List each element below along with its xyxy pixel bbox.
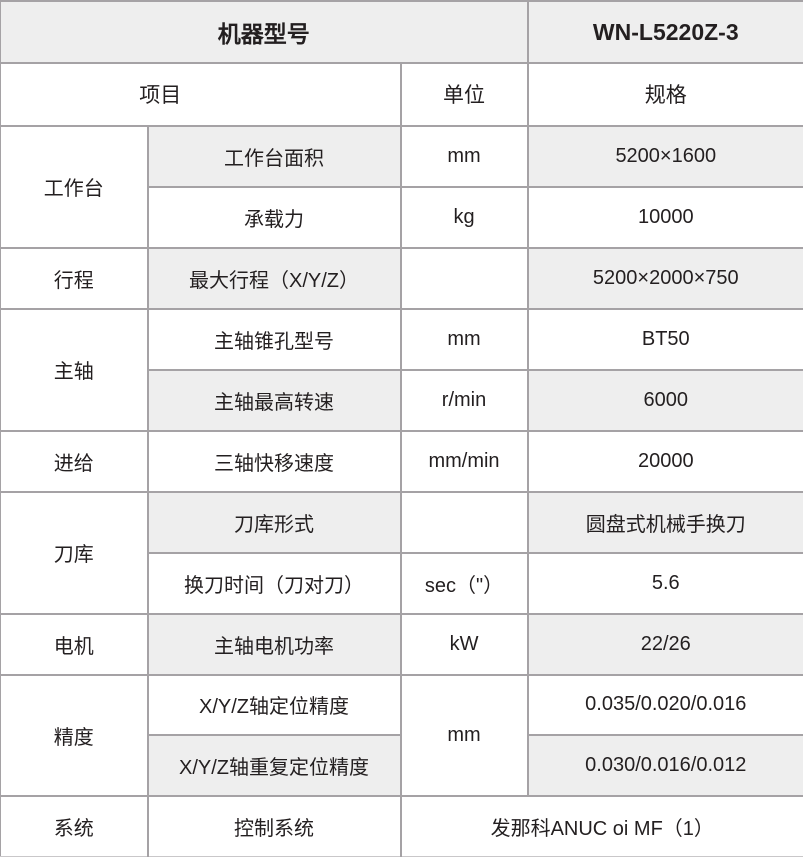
table-row: 项目 单位 规格 [0,62,803,127]
table-row: 行程 最大行程（X/Y/Z） 5200×2000×750 [0,246,803,310]
model-value: WN-L5220Z-3 [526,0,803,64]
unit-cell: kg [399,185,529,249]
column-header-unit: 单位 [399,62,529,127]
item-cell: 主轴电机功率 [146,612,402,676]
table-row: 机器型号 WN-L5220Z-3 [0,0,803,64]
item-cell: 刀库形式 [146,490,402,554]
model-label: 机器型号 [0,0,529,64]
category-system: 系统 [0,795,149,857]
item-cell: 三轴快移速度 [146,429,402,493]
spec-cell: 5.6 [526,551,803,615]
table-row: 承载力 kg 10000 [1,185,803,249]
unit-cell: mm [399,307,529,371]
item-cell: 承载力 [147,185,402,249]
spec-cell: 5200×2000×750 [526,246,803,310]
table-row: 刀库 刀库形式 圆盘式机械手换刀 [0,490,803,615]
spec-cell: 6000 [526,368,803,432]
unit-cell: mm/min [399,429,529,493]
table-row: X/Y/Z轴重复定位精度 0.030/0.016/0.012 [1,734,803,798]
table-row: 系统 控制系统 发那科ANUC oi MF（1） [0,795,803,857]
item-cell: X/Y/Z轴重复定位精度 [147,734,402,798]
item-cell: 换刀时间（刀对刀） [147,551,402,615]
column-header-spec: 规格 [526,62,803,127]
spec-cell: 20000 [526,429,803,493]
unit-cell: sec（"） [399,551,529,615]
category-motor: 电机 [0,612,149,676]
unit-cell: mm [399,673,529,798]
category-precision: 精度 [0,673,149,798]
spec-cell: 5200×1600 [526,124,803,188]
item-cell: X/Y/Z轴定位精度 [146,673,402,737]
spec-cell: 10000 [526,185,803,249]
item-cell: 工作台面积 [146,124,402,188]
category-tool-magazine: 刀库 [0,490,149,615]
unit-cell: mm [399,124,529,188]
spec-cell: 发那科ANUC oi MF（1） [399,795,803,857]
item-cell: 主轴最高转速 [147,368,402,432]
table-row: 主轴 主轴锥孔型号 mm BT50 [0,307,803,432]
spec-cell: BT50 [526,307,803,371]
table-row: 精度 X/Y/Z轴定位精度 mm 0.035/0.020/0.016 [0,673,803,798]
spec-cell: 22/26 [526,612,803,676]
category-travel: 行程 [0,246,149,310]
column-header-item: 项目 [0,62,402,127]
table-row: 主轴最高转速 r/min 6000 [1,368,803,432]
table-row: 工作台 工作台面积 mm 5200×1600 [0,124,803,249]
item-cell: 最大行程（X/Y/Z） [146,246,402,310]
item-cell: 主轴锥孔型号 [146,307,402,371]
category-worktable: 工作台 [0,124,149,249]
spec-cell: 0.035/0.020/0.016 [526,673,803,737]
category-spindle: 主轴 [0,307,149,432]
unit-cell [399,246,529,310]
table-row: 电机 主轴电机功率 kW 22/26 [0,612,803,676]
category-feed: 进给 [0,429,149,493]
unit-cell [399,490,529,554]
unit-cell: r/min [399,368,529,432]
unit-cell: kW [399,612,529,676]
spec-cell: 0.030/0.016/0.012 [526,734,803,798]
table-row: 进给 三轴快移速度 mm/min 20000 [0,429,803,493]
item-cell: 控制系统 [146,795,402,857]
spec-cell: 圆盘式机械手换刀 [526,490,803,554]
table-row: 换刀时间（刀对刀） sec（"） 5.6 [1,551,803,615]
